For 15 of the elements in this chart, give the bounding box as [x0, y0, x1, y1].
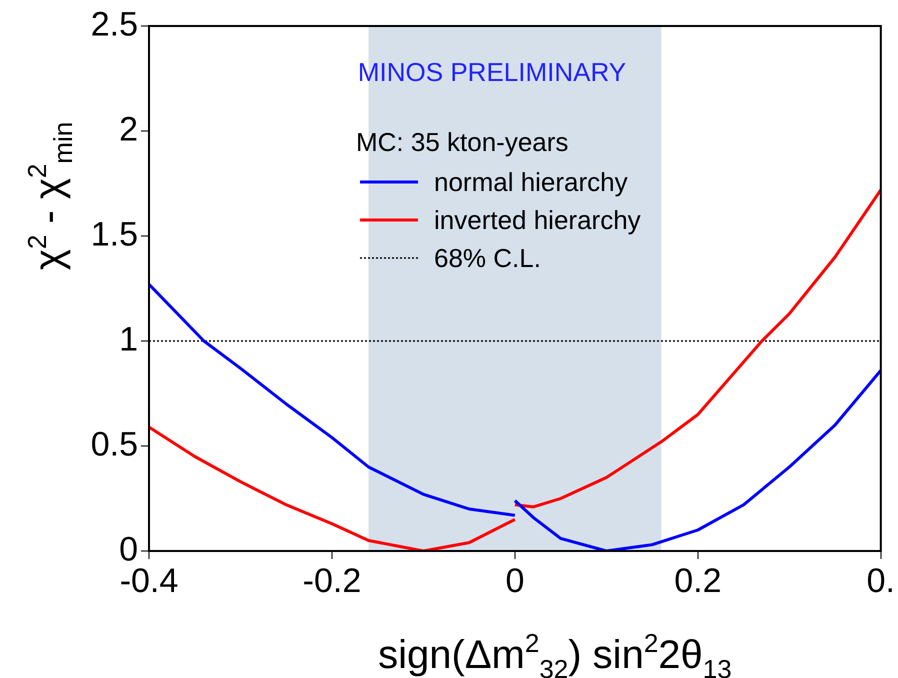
y-tick-label: 2.5	[90, 5, 138, 44]
x-tick-label: -0.2	[302, 562, 362, 600]
legend-title: MC: 35 kton-years	[356, 127, 568, 157]
x-tick-label: 0.	[866, 562, 895, 600]
y-tick-label: 1.5	[90, 215, 138, 254]
legend-label: 68% C.L.	[434, 243, 541, 273]
legend-label: inverted hierarchy	[434, 205, 641, 235]
y-tick-label: 2	[119, 110, 138, 148]
x-tick-label: 0.2	[674, 562, 722, 600]
y-axis-title: χ2 - χ2min	[22, 122, 78, 270]
legend-label: normal hierarchy	[434, 167, 628, 197]
y-tick-label: 1	[119, 320, 138, 358]
x-tick-label: 0	[505, 562, 524, 600]
y-tick-label: 0.5	[90, 425, 138, 464]
annotation: MINOS PRELIMINARY	[358, 57, 626, 87]
